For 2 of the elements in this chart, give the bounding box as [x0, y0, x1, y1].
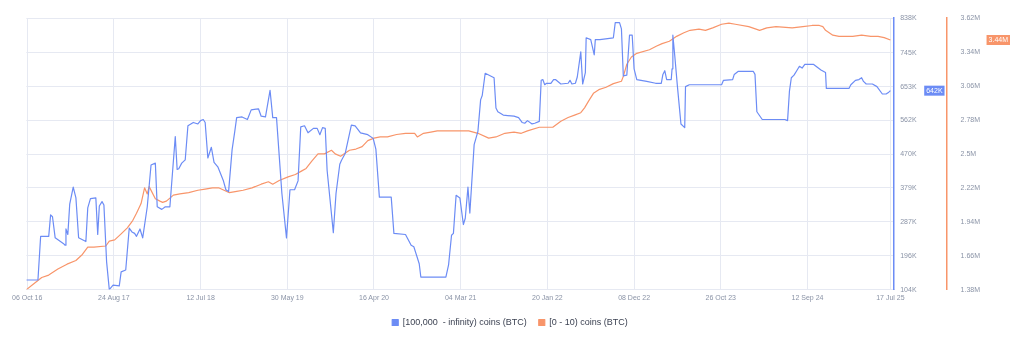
- legend-label: [100,000 - infinity) coins (BTC): [402, 316, 527, 327]
- legend-label: [0 - 10) coins (BTC): [549, 316, 628, 327]
